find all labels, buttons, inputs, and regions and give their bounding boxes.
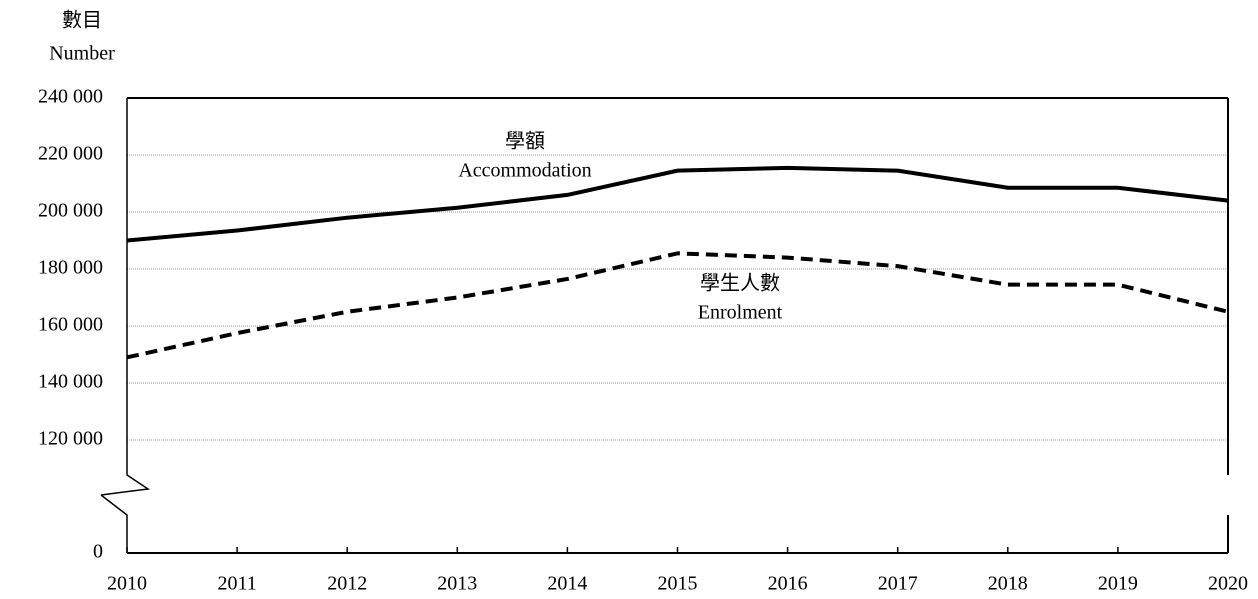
x-tick-label: 2012 — [327, 573, 367, 595]
x-tick-label: 2020 — [1208, 573, 1248, 595]
series-label: 學額 — [505, 130, 545, 153]
series-label: Accommodation — [458, 160, 591, 182]
y-tick-label: 220 000 — [38, 143, 103, 165]
x-tick-label: 2016 — [768, 573, 808, 595]
x-tick-label: 2011 — [217, 573, 256, 595]
y-tick-label: 180 000 — [38, 257, 103, 279]
line — [126, 251, 1229, 360]
y-tick-label: 200 000 — [38, 200, 103, 222]
y-axis-lower — [100, 494, 128, 553]
x-tick-label: 2013 — [437, 573, 477, 595]
line — [126, 165, 1229, 243]
x-tick-label: 2017 — [878, 573, 918, 595]
x-tick-label: 2018 — [988, 573, 1028, 595]
y-tick-label: 240 000 — [38, 86, 103, 108]
x-tick-label: 2010 — [107, 573, 147, 595]
series-label: 學生人數 — [700, 272, 780, 295]
y-axis-title: 數目 — [62, 9, 102, 32]
y-tick-label: 160 000 — [38, 314, 103, 336]
x-tick-label: 2014 — [547, 573, 587, 595]
y-tick-label: 0 — [93, 541, 103, 563]
x-tick-label: 2019 — [1098, 573, 1138, 595]
y-axis-title: Number — [49, 43, 115, 65]
series-label: Enrolment — [698, 302, 783, 324]
x-tick-label: 2015 — [658, 573, 698, 595]
y-tick-label: 140 000 — [38, 371, 103, 393]
y-axis-upper — [100, 98, 151, 496]
y-tick-label: 120 000 — [38, 428, 103, 450]
